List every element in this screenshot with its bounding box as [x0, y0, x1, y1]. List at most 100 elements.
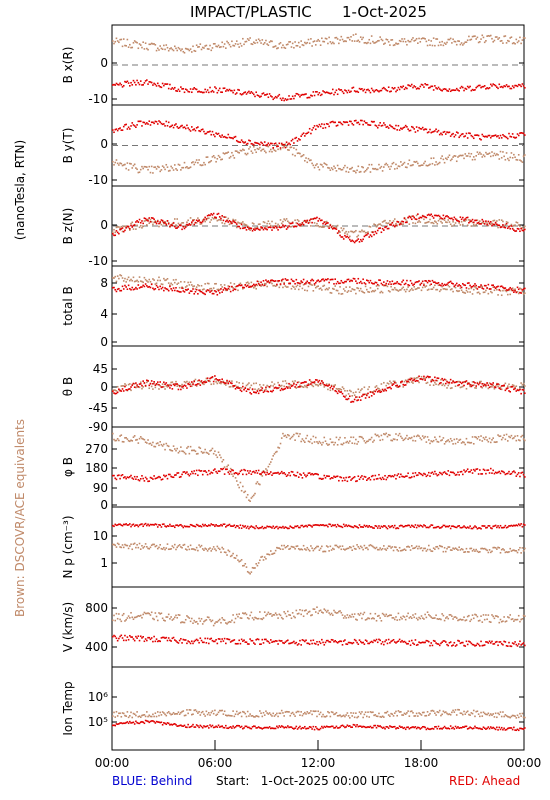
data-point [237, 385, 239, 388]
data-point [190, 548, 193, 550]
data-point [158, 84, 160, 87]
data-point [150, 544, 153, 547]
data-point [295, 44, 298, 47]
data-point [323, 386, 326, 388]
data-point [144, 384, 147, 387]
data-point [329, 523, 332, 526]
data-point [379, 167, 381, 169]
data-point [325, 287, 328, 290]
data-point [181, 546, 183, 549]
data-point [505, 136, 508, 139]
data-point [161, 286, 164, 289]
data-point [280, 280, 283, 283]
data-point [214, 135, 216, 138]
data-point [149, 218, 152, 221]
data-point [189, 88, 192, 90]
data-point [194, 288, 197, 290]
y-axis-label: φ B [61, 457, 75, 477]
data-point [290, 545, 293, 548]
data-point [449, 223, 452, 226]
data-point [368, 386, 371, 388]
data-point [181, 166, 183, 169]
data-point [252, 223, 255, 225]
data-point [375, 232, 378, 235]
data-point [350, 546, 352, 549]
data-point [319, 477, 322, 480]
data-point [459, 381, 462, 384]
data-point [514, 435, 516, 438]
data-point [362, 526, 364, 528]
data-point [209, 450, 211, 452]
data-point [300, 474, 302, 476]
data-point [259, 223, 261, 225]
data-point [398, 432, 401, 435]
data-point [150, 523, 153, 526]
data-point [482, 85, 485, 88]
data-point [147, 379, 149, 382]
data-point [335, 387, 338, 390]
y-tick-label: -10 [88, 254, 108, 268]
data-point [323, 284, 326, 287]
data-point [506, 85, 509, 88]
data-point [370, 235, 373, 238]
data-point [328, 281, 330, 284]
data-point [240, 45, 243, 47]
data-point [243, 491, 245, 494]
data-point [493, 286, 496, 288]
data-point [267, 220, 270, 223]
data-point [138, 43, 141, 45]
data-point [199, 380, 202, 383]
data-point [183, 451, 186, 454]
data-point [260, 389, 262, 391]
data-point [383, 43, 385, 45]
data-point [221, 222, 223, 224]
data-point [257, 282, 260, 285]
data-point [206, 377, 209, 379]
data-point [401, 223, 403, 226]
data-point [508, 159, 510, 162]
data-point [424, 379, 426, 381]
data-point [460, 289, 463, 292]
data-point [198, 289, 200, 292]
data-point [265, 386, 267, 389]
data-point [169, 523, 171, 526]
data-point [414, 161, 417, 163]
data-point [336, 224, 339, 227]
data-point [305, 221, 307, 224]
data-point [350, 390, 352, 393]
data-point [513, 86, 515, 89]
data-point [122, 385, 125, 387]
data-point [515, 38, 518, 41]
data-point [271, 553, 273, 555]
y-tick-label: 0 [100, 137, 108, 151]
data-point [370, 526, 373, 528]
data-point [454, 385, 457, 387]
data-point [347, 89, 350, 92]
data-point [200, 544, 203, 547]
data-point [304, 289, 306, 292]
data-point [420, 216, 423, 219]
data-point [465, 527, 468, 529]
data-point [374, 41, 377, 44]
data-point [516, 435, 519, 437]
data-point [330, 525, 333, 528]
data-point [403, 438, 406, 441]
data-point [429, 280, 431, 283]
data-point [378, 279, 380, 281]
data-point [477, 153, 480, 155]
data-point [344, 40, 346, 42]
data-point [334, 167, 337, 169]
data-point [378, 435, 380, 438]
data-point [403, 126, 406, 129]
data-point [515, 390, 518, 392]
data-point [166, 386, 169, 388]
data-point [356, 526, 358, 528]
data-point [496, 286, 498, 288]
data-point [455, 219, 458, 222]
data-point [494, 471, 497, 474]
data-point [442, 471, 445, 474]
data-point [443, 130, 446, 133]
data-point [370, 35, 373, 37]
data-point [126, 80, 129, 83]
data-point [159, 441, 161, 443]
